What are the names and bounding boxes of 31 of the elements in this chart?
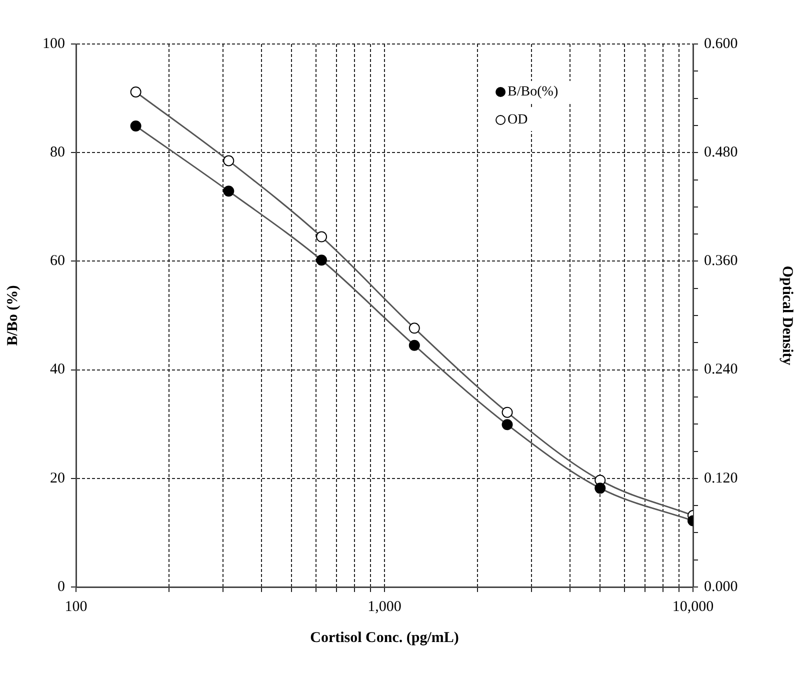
point [408, 322, 420, 334]
y-tick-label: 0 [58, 578, 65, 595]
point [502, 406, 513, 418]
y2-axis-title: Optical Density [779, 266, 796, 366]
x-tick-label: 100 [64, 598, 88, 615]
y2-tick-label: 0.120 [704, 470, 738, 486]
legend-label: OD [508, 112, 528, 128]
y2-tick-label: 0.000 [704, 578, 738, 595]
point [316, 254, 328, 266]
x-tick-label: 10,000 [672, 598, 714, 615]
y2-tick-label: 0.360 [704, 253, 738, 270]
point [316, 231, 328, 242]
point [502, 419, 513, 430]
y-tick-label: 80 [50, 144, 65, 161]
y2-tick-label: 0.480 [704, 144, 738, 161]
point [594, 482, 606, 494]
y-tick-label: 100 [42, 36, 65, 52]
y-tick-label: 40 [50, 362, 65, 378]
point [223, 155, 234, 166]
y2-tick-label: 0.600 [704, 36, 738, 52]
point [223, 186, 234, 197]
y-tick-label: 60 [50, 253, 65, 270]
y-axis-title: B/Bo (%) [4, 285, 21, 346]
legend-label: B/Bo(%) [508, 84, 558, 100]
y-tick-label: 20 [50, 470, 65, 486]
y2-tick-label: 0.240 [704, 362, 738, 378]
point [408, 340, 420, 351]
point [130, 120, 142, 132]
x-axis-title: Cortisol Conc. (pg/mL) [310, 630, 459, 646]
point [130, 86, 142, 98]
x-tick-label: 1,000 [368, 598, 402, 615]
